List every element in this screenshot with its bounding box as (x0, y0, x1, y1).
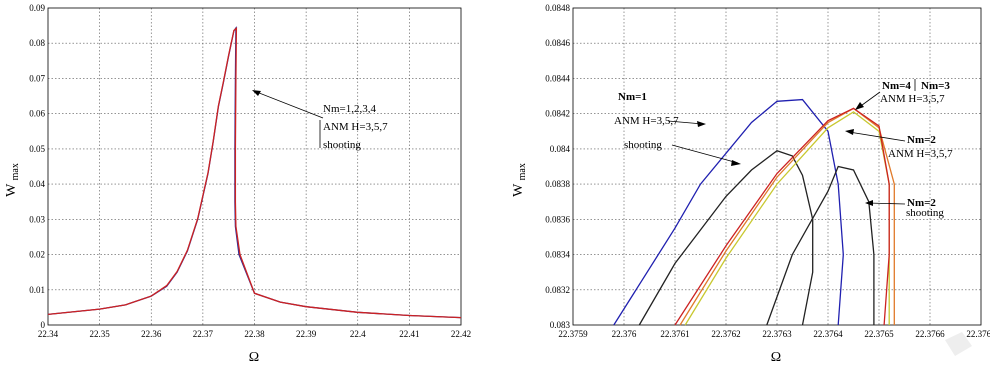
x-tick-label: 22.37 (193, 329, 214, 339)
left-x-axis-label: Ω (249, 350, 259, 365)
right-annotation-nm2b: Nm=2 (907, 197, 936, 209)
right-arrow-nm2b (867, 202, 906, 205)
series-line-5 (766, 165, 875, 326)
right-arrowhead-nm2b (865, 200, 873, 206)
x-tick-label: 22.41 (399, 329, 419, 339)
x-tick-label: 22.3765 (864, 329, 894, 339)
svg-text:W max: W max (511, 163, 528, 197)
right-annotation-anm-2: ANM H=3,5,7 (880, 93, 945, 105)
right-annotation-nm2a: Nm=2 (907, 134, 936, 146)
y-tick-label: 0 (41, 320, 46, 330)
x-tick-label: 22.42 (451, 329, 471, 339)
x-tick-label: 22.3763 (762, 329, 792, 339)
y-tick-label: 0.03 (29, 214, 45, 224)
x-tick-label: 22.4 (350, 329, 366, 339)
right-y-label-sub: max (517, 163, 528, 180)
right-x-axis-label: Ω (771, 350, 781, 365)
svg-text:W max: W max (4, 163, 21, 197)
y-tick-label: 0.06 (29, 109, 45, 119)
y-tick-label: 0.01 (29, 285, 45, 295)
left-plot-frame (47, 7, 462, 326)
left-annotation-arrow-line (253, 90, 324, 119)
series-line-1 (638, 149, 814, 326)
left-annotation-anm: ANM H=3,5,7 (323, 121, 388, 133)
left-tick-labels: 22.34 22.35 22.36 22.37 22.38 22.39 22.4 22.41 2… (29, 3, 471, 339)
y-tick-label: 0.0842 (545, 109, 570, 119)
x-tick-label: 22.35 (90, 329, 111, 339)
left-chart: 22.34 22.35 22.36 22.37 22.38 22.39 22.4 22.41 2… (4, 3, 471, 365)
right-tick-labels: 22.3759 22.376 22.3761 22.3762 22.3763 22.376… (545, 3, 990, 339)
series-line-0 (613, 98, 844, 326)
series-line-4 (674, 107, 890, 326)
x-tick-label: 22.39 (296, 329, 317, 339)
y-tick-label: 0.0838 (545, 179, 570, 189)
right-annotation-nm4: Nm=4 (882, 80, 911, 92)
y-tick-label: 0.0832 (545, 285, 570, 295)
left-series-group (47, 26, 462, 319)
right-annotation-nm1: Nm=1 (618, 91, 647, 103)
x-tick-label: 22.36 (141, 329, 162, 339)
right-arrow-anm1 (667, 120, 704, 125)
right-series-group (613, 98, 895, 326)
series-line-1 (47, 26, 462, 319)
y-tick-label: 0.04 (29, 179, 45, 189)
left-annotation-arrowhead (252, 90, 261, 96)
right-arrowhead-shooting1 (731, 160, 741, 166)
x-tick-label: 22.3767 (966, 329, 990, 339)
left-y-label-sub: max (10, 163, 21, 180)
y-tick-label: 0.083 (550, 320, 571, 330)
y-tick-label: 0.07 (29, 73, 45, 83)
x-tick-label: 22.3764 (813, 329, 843, 339)
right-arrowhead-anm1 (697, 121, 706, 127)
right-arrowhead-nm4 (855, 102, 864, 110)
y-tick-label: 0.02 (29, 250, 45, 260)
left-annotation-nm: Nm=1,2,3,4 (323, 103, 376, 115)
x-tick-label: 22.3766 (915, 329, 945, 339)
y-tick-label: 0.0836 (545, 214, 570, 224)
y-tick-label: 0.09 (29, 3, 45, 13)
x-tick-label: 22.34 (38, 329, 59, 339)
right-annotation-shooting-1: shooting (624, 139, 662, 151)
right-arrowhead-nm2a (845, 129, 854, 135)
right-y-label-main: W (511, 183, 526, 197)
right-annotation-shooting-2: shooting (906, 207, 944, 219)
x-tick-label: 22.3759 (558, 329, 588, 339)
series-line-2 (684, 111, 890, 326)
left-grid (48, 8, 461, 325)
corner-watermark (945, 332, 972, 356)
right-annotation-anm-3: ANM H=3,5,7 (888, 148, 953, 160)
right-annotation-nm3: Nm=3 (921, 80, 950, 92)
right-arrow-nm2a (848, 131, 906, 142)
right-annotation-anm-1: ANM H=3,5,7 (614, 115, 679, 127)
right-arrow-shooting1 (671, 144, 739, 164)
left-y-label-main: W (4, 183, 19, 197)
right-grid (573, 8, 981, 325)
series-line-3 (679, 107, 895, 326)
right-plot-frame (572, 7, 982, 326)
right-y-axis-label: W max (511, 163, 528, 197)
y-tick-label: 0.084 (550, 144, 571, 154)
y-tick-label: 0.0844 (545, 73, 570, 83)
y-tick-label: 0.0846 (545, 38, 570, 48)
x-tick-label: 22.3761 (660, 329, 689, 339)
y-tick-label: 0.0834 (545, 250, 570, 260)
y-tick-label: 0.0848 (545, 3, 570, 13)
x-tick-label: 22.3762 (711, 329, 740, 339)
left-y-axis-label: W max (4, 163, 21, 197)
x-tick-label: 22.38 (244, 329, 265, 339)
left-annotation-shooting: shooting (323, 139, 361, 151)
y-tick-label: 0.05 (29, 144, 45, 154)
y-tick-label: 0.08 (29, 38, 45, 48)
x-tick-label: 22.376 (612, 329, 637, 339)
right-chart: 22.3759 22.376 22.3761 22.3762 22.3763 22.376… (511, 3, 990, 365)
